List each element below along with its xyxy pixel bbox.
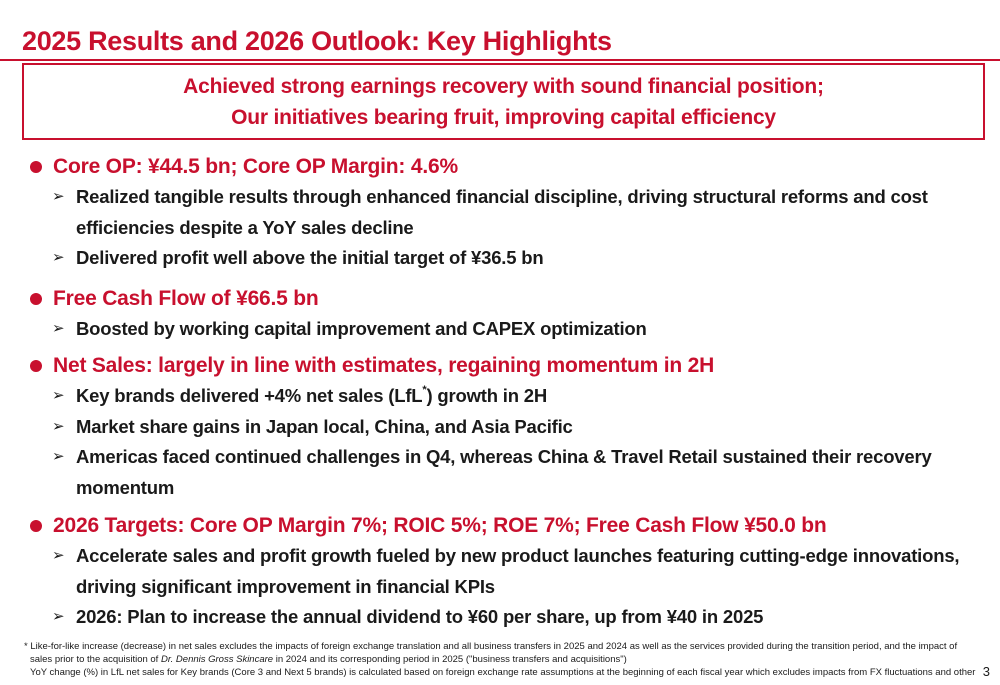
list-item: ➢ Boosted by working capital improvement… (30, 314, 970, 345)
title-divider (0, 59, 1000, 61)
footnote-line-3: YoY change (%) in LfL net sales for Key … (30, 667, 976, 678)
arrow-bullet-icon: ➢ (52, 547, 65, 564)
list-item: ➢ Accelerate sales and profit growth fue… (30, 541, 970, 602)
highlight-line-2: Our initiatives bearing fruit, improving… (231, 105, 776, 129)
brand-name: Dr. Dennis Gross Skincare (160, 654, 274, 665)
bullet-dot-icon (30, 360, 42, 372)
arrow-bullet-icon: ➢ (52, 188, 65, 205)
section-heading: Core OP: ¥44.5 bn; Core OP Margin: 4.6% (30, 152, 970, 182)
list-item: ➢ 2026: Plan to increase the annual divi… (30, 602, 970, 633)
list-item-text: Market share gains in Japan local, China… (76, 415, 573, 437)
arrow-bullet-icon: ➢ (52, 448, 65, 465)
section-net-sales: Net Sales: largely in line with estimate… (30, 351, 970, 503)
list-item-text: Boosted by working capital improvement a… (76, 318, 647, 339)
list-item: ➢ Realized tangible results through enha… (30, 182, 970, 243)
arrow-bullet-icon: ➢ (52, 249, 65, 266)
page-title: 2025 Results and 2026 Outlook: Key Highl… (22, 26, 612, 56)
arrow-bullet-icon: ➢ (52, 417, 65, 435)
footnote-line-2: sales prior to the acquisition of Dr. De… (24, 653, 964, 666)
section-heading: Net Sales: largely in line with estimate… (30, 351, 970, 381)
section-heading-text: Free Cash Flow of ¥66.5 bn (53, 287, 319, 310)
list-item: ➢ Key brands delivered +4% net sales (Lf… (30, 381, 970, 412)
list-item: ➢ Americas faced continued challenges in… (30, 442, 970, 503)
highlight-line-1: Achieved strong earnings recovery with s… (183, 74, 824, 98)
page-number: 3 (982, 664, 990, 679)
footnote-line-1: * Like-for-like increase (decrease) in n… (24, 641, 958, 652)
list-item-text: Delivered profit well above the initial … (76, 247, 544, 268)
bullet-dot-icon (30, 520, 42, 532)
bullet-dot-icon (30, 293, 42, 305)
arrow-bullet-icon: ➢ (52, 320, 65, 337)
footnote-line-2-start: sales prior to the acquisition of (30, 654, 161, 665)
bullet-dot-icon (30, 161, 42, 173)
section-free-cash-flow: Free Cash Flow of ¥66.5 bn ➢ Boosted by … (30, 284, 970, 345)
list-item-text-before: Key brands delivered +4% net sales (LfL (76, 385, 423, 406)
section-heading: Free Cash Flow of ¥66.5 bn (30, 284, 970, 314)
list-item-text: Realized tangible results through enhanc… (76, 186, 928, 238)
list-item-text: Americas faced continued challenges in Q… (76, 446, 932, 498)
arrow-bullet-icon: ➢ (52, 608, 65, 625)
arrow-bullet-icon: ➢ (52, 387, 65, 404)
section-heading-text: Net Sales: largely in line with estimate… (53, 354, 715, 377)
section-core-op: Core OP: ¥44.5 bn; Core OP Margin: 4.6% … (30, 152, 970, 274)
footnote-marker: * (422, 383, 427, 396)
list-item-text: Accelerate sales and profit growth fuele… (76, 545, 960, 597)
section-heading-text: Core OP: ¥44.5 bn; Core OP Margin: 4.6% (53, 155, 458, 178)
section-heading-text: 2026 Targets: Core OP Margin 7%; ROIC 5%… (53, 514, 827, 537)
list-item: ➢ Delivered profit well above the initia… (30, 243, 970, 274)
footnote-line-2-end: in 2024 and its corresponding period in … (273, 654, 627, 665)
section-2026-targets: 2026 Targets: Core OP Margin 7%; ROIC 5%… (30, 511, 970, 633)
footnote: * Like-for-like increase (decrease) in n… (24, 640, 976, 679)
highlight-box: Achieved strong earnings recovery with s… (22, 63, 985, 140)
list-item: ➢ Market share gains in Japan local, Chi… (30, 412, 970, 443)
section-heading: 2026 Targets: Core OP Margin 7%; ROIC 5%… (30, 511, 970, 541)
list-item-text: 2026: Plan to increase the annual divide… (76, 606, 764, 627)
list-item-text-after: ) growth in 2H (426, 385, 548, 406)
